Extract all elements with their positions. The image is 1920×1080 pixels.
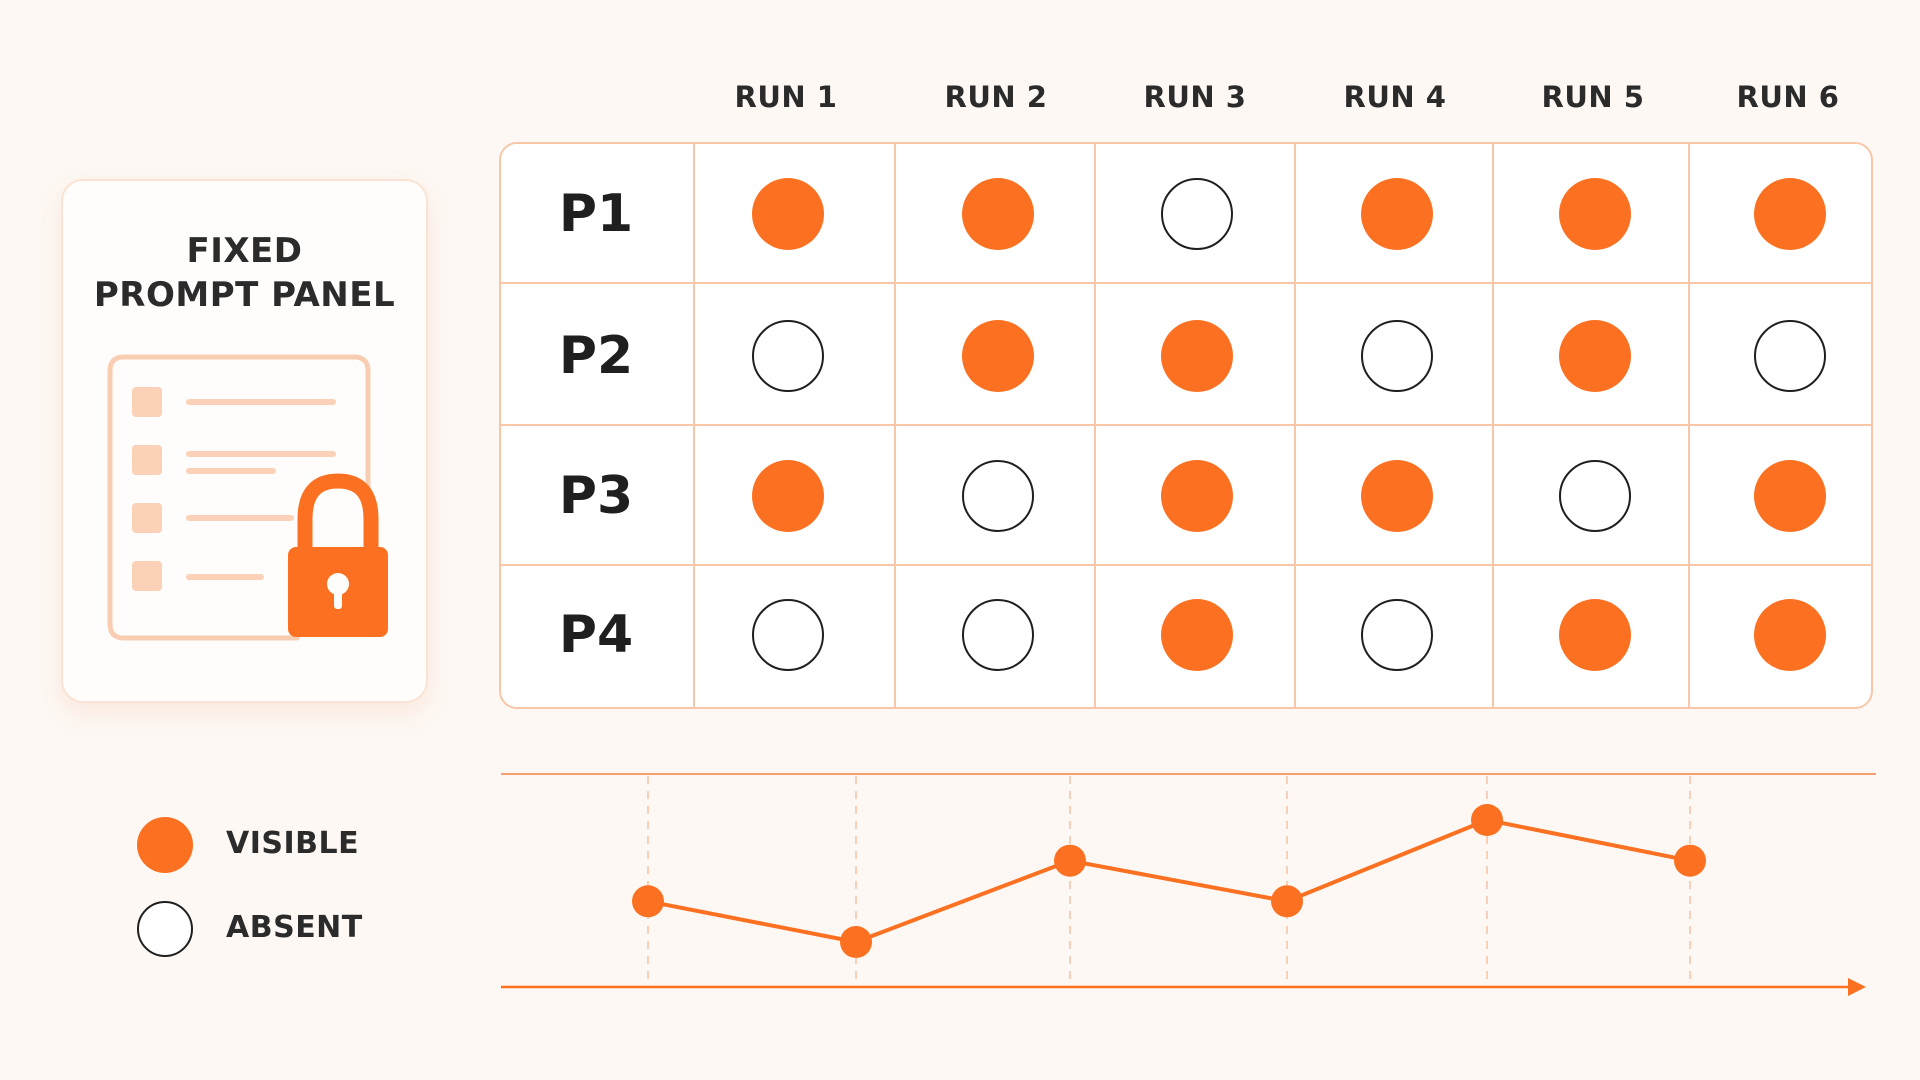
- visible-marker-p3-run-1: [752, 460, 824, 532]
- trend-point-run-5: [1471, 804, 1503, 836]
- visibility-grid: P1 P2 P3 P4: [499, 142, 1873, 709]
- visible-marker-p1-run-5: [1559, 178, 1631, 250]
- column-header-run-1: RUN 1: [734, 80, 838, 114]
- visible-marker-p1-run-4: [1361, 178, 1433, 250]
- visible-marker-p2-run-5: [1559, 320, 1631, 392]
- absent-marker-p4-run-1: [752, 599, 824, 671]
- legend-absent-dot: [137, 901, 193, 957]
- absent-marker-p4-run-2: [962, 599, 1034, 671]
- visible-marker-p4-run-6: [1754, 599, 1826, 671]
- column-header-run-2: RUN 2: [944, 80, 1048, 114]
- absent-marker-p3-run-2: [962, 460, 1034, 532]
- grid-divider-horizontal: [501, 564, 1871, 566]
- trend-point-run-1: [632, 885, 664, 918]
- legend-absent-label: ABSENT: [226, 910, 363, 945]
- fixed-prompt-panel-card: FIXED PROMPT PANEL: [61, 179, 428, 703]
- absent-marker-p4-run-4: [1361, 599, 1433, 671]
- visible-marker-p3-run-3: [1161, 460, 1233, 532]
- row-label-p1: P1: [558, 184, 634, 244]
- visible-marker-p3-run-6: [1754, 460, 1826, 532]
- visible-marker-p2-run-3: [1161, 320, 1233, 392]
- absent-marker-p2-run-6: [1754, 320, 1826, 392]
- visible-marker-p1-run-6: [1754, 178, 1826, 250]
- absent-marker-p2-run-1: [752, 320, 824, 392]
- row-label-p4: P4: [558, 605, 634, 665]
- visible-marker-p1-run-2: [962, 178, 1034, 250]
- trend-line: [647, 818, 1691, 944]
- legend-visible-dot: [137, 817, 193, 873]
- absent-marker-p3-run-5: [1559, 460, 1631, 532]
- panel-title-line-2: PROMPT PANEL: [93, 275, 396, 315]
- column-header-run-5: RUN 5: [1541, 80, 1645, 114]
- locked-document-icon: [107, 354, 388, 641]
- legend-visible-label: VISIBLE: [226, 826, 360, 861]
- visible-marker-p4-run-5: [1559, 599, 1631, 671]
- chart-axis-arrow-icon: [1848, 978, 1866, 996]
- visible-marker-p1-run-1: [752, 178, 824, 250]
- trend-point-run-6: [1674, 844, 1706, 877]
- column-header-run-3: RUN 3: [1143, 80, 1247, 114]
- grid-divider-horizontal: [501, 424, 1871, 426]
- row-label-p3: P3: [558, 466, 634, 526]
- visible-marker-p2-run-2: [962, 320, 1034, 392]
- absent-marker-p2-run-4: [1361, 320, 1433, 392]
- absent-marker-p1-run-3: [1161, 178, 1233, 250]
- trend-point-run-3: [1054, 844, 1086, 877]
- trend-point-run-4: [1271, 885, 1303, 918]
- column-header-run-6: RUN 6: [1736, 80, 1840, 114]
- panel-title: FIXED PROMPT PANEL: [63, 229, 426, 317]
- panel-title-line-1: FIXED: [186, 231, 303, 271]
- column-header-run-4: RUN 4: [1343, 80, 1447, 114]
- trend-point-run-2: [840, 926, 872, 958]
- grid-divider-horizontal: [501, 282, 1871, 284]
- visible-marker-p4-run-3: [1161, 599, 1233, 671]
- row-label-p2: P2: [558, 326, 634, 386]
- visible-marker-p3-run-4: [1361, 460, 1433, 532]
